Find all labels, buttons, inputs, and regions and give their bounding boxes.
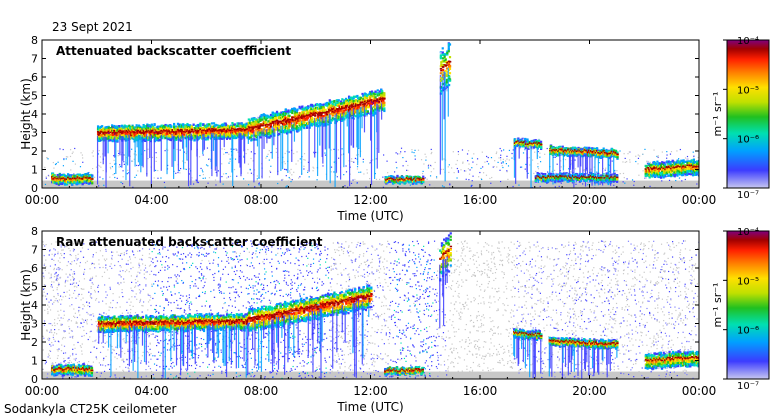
- x-tick-label: 12:00: [353, 193, 388, 207]
- y-tick-label: 5: [31, 281, 38, 294]
- cloud-layer-8: [534, 171, 619, 184]
- y-tick-label: 1: [31, 355, 38, 368]
- colorbar-label: m⁻¹ sr⁻¹: [711, 283, 724, 328]
- y-tick-label: 8: [31, 34, 38, 47]
- colorbar: [726, 39, 770, 189]
- colorbar-tick-label: 10⁻⁷: [737, 381, 759, 392]
- cloud-layer-4: [384, 365, 425, 376]
- y-tick-label: 7: [31, 244, 38, 257]
- cloud-layer-5: [439, 232, 453, 329]
- x-tick-label: 00:00: [682, 193, 717, 207]
- cloud-layer-3: [247, 88, 386, 188]
- cloud-layer-6: [513, 137, 543, 188]
- cloud-layer-1: [50, 363, 94, 377]
- panel-title: Attenuated backscatter coefficient: [56, 44, 291, 58]
- y-tick-label: 0: [31, 373, 38, 386]
- colorbar-tick-label: 10⁻⁴: [737, 36, 759, 47]
- x-tick-label: 12:00: [353, 384, 388, 398]
- x-tick-label: 08:00: [244, 193, 279, 207]
- colorbar-tick-label: 10⁻⁶: [737, 135, 759, 146]
- colorbar-tick-label: 10⁻⁴: [737, 227, 759, 238]
- plot-area: [42, 231, 699, 379]
- colorbar-label: m⁻¹ sr⁻¹: [711, 92, 724, 137]
- panel-2: Raw attenuated backscatter coefficient 0 1…: [19, 225, 770, 414]
- x-tick-label: 16:00: [463, 193, 498, 207]
- y-tick-label: 1: [31, 164, 38, 177]
- y-tick-label: 4: [31, 299, 38, 312]
- cloud-layer-9: [644, 158, 699, 179]
- y-tick-label: 2: [31, 145, 38, 158]
- cloud-layer-2: [97, 312, 250, 379]
- colorbar-tick-label: 10⁻⁵: [737, 276, 759, 287]
- y-tick-label: 6: [31, 262, 38, 275]
- cloud-layer-5: [439, 42, 452, 182]
- panel-1: Attenuated backscatter coefficient 0 1 2 3 4 5…: [19, 34, 770, 223]
- x-tick-label: 04:00: [134, 384, 169, 398]
- y-tick-label: 2: [31, 336, 38, 349]
- cloud-layer-7: [549, 144, 619, 188]
- instrument-label: Sodankyla CT25K ceilometer: [4, 402, 177, 416]
- cloud-layer-3: [248, 284, 373, 379]
- y-tick-label: 4: [31, 108, 38, 121]
- y-tick-label: 6: [31, 71, 38, 84]
- x-tick-label: 04:00: [134, 193, 169, 207]
- y-axis-label: Height (km): [19, 269, 33, 340]
- y-tick-label: 3: [31, 127, 38, 140]
- date-label: 23 Sept 2021: [52, 20, 133, 34]
- x-tick-label: 00:00: [25, 193, 60, 207]
- cloud-layer-1: [51, 172, 94, 186]
- y-tick-label: 8: [31, 225, 38, 238]
- colorbar: [726, 230, 770, 380]
- cloud-layer-6: [513, 328, 543, 379]
- cloud-layer-4: [384, 174, 425, 185]
- colorbar-tick-label: 10⁻⁵: [737, 85, 759, 96]
- x-tick-label: 00:00: [682, 384, 717, 398]
- x-axis-label: Time (UTC): [336, 209, 403, 223]
- y-tick-label: 5: [31, 90, 38, 103]
- panel-title: Raw attenuated backscatter coefficient: [56, 235, 323, 249]
- x-tick-label: 08:00: [244, 384, 279, 398]
- colorbar-tick-label: 10⁻⁶: [737, 326, 759, 337]
- x-axis-label: Time (UTC): [336, 400, 403, 414]
- cloud-layer-7: [548, 336, 619, 379]
- y-tick-label: 3: [31, 318, 38, 331]
- x-tick-label: 20:00: [572, 384, 607, 398]
- y-axis-label: Height (km): [19, 78, 33, 149]
- y-tick-label: 0: [31, 182, 38, 195]
- x-tick-label: 20:00: [572, 193, 607, 207]
- y-tick-label: 7: [31, 53, 38, 66]
- colorbar-tick-label: 10⁻⁷: [737, 190, 759, 201]
- x-tick-label: 00:00: [25, 384, 60, 398]
- x-tick-label: 16:00: [463, 384, 498, 398]
- cloud-layer-2: [96, 122, 249, 188]
